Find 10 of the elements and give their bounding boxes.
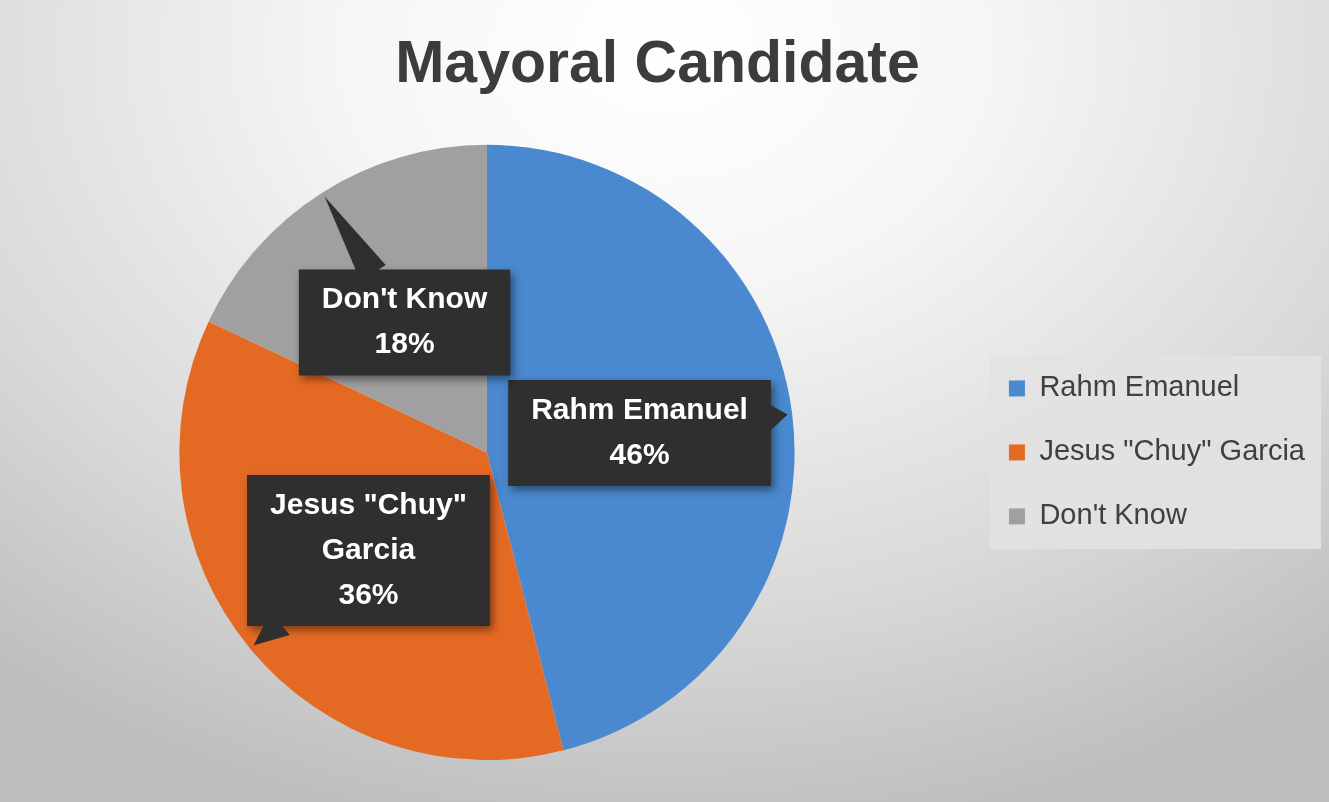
chart-title: Mayoral Candidate: [395, 28, 920, 95]
slice-label: Jesus "Chuy" Garcia: [270, 486, 467, 565]
slice-label: Rahm Emanuel: [531, 391, 748, 425]
data-label: 18%: [374, 326, 435, 360]
data-label: 46%: [609, 436, 670, 470]
legend-label: Jesus "Chuy" Garcia: [1039, 434, 1306, 467]
legend-label: Don't Know: [1039, 498, 1188, 531]
legend-label: Rahm Emanuel: [1039, 370, 1240, 403]
data-label: 36%: [338, 576, 399, 610]
slice-label: Don't Know: [321, 281, 488, 315]
